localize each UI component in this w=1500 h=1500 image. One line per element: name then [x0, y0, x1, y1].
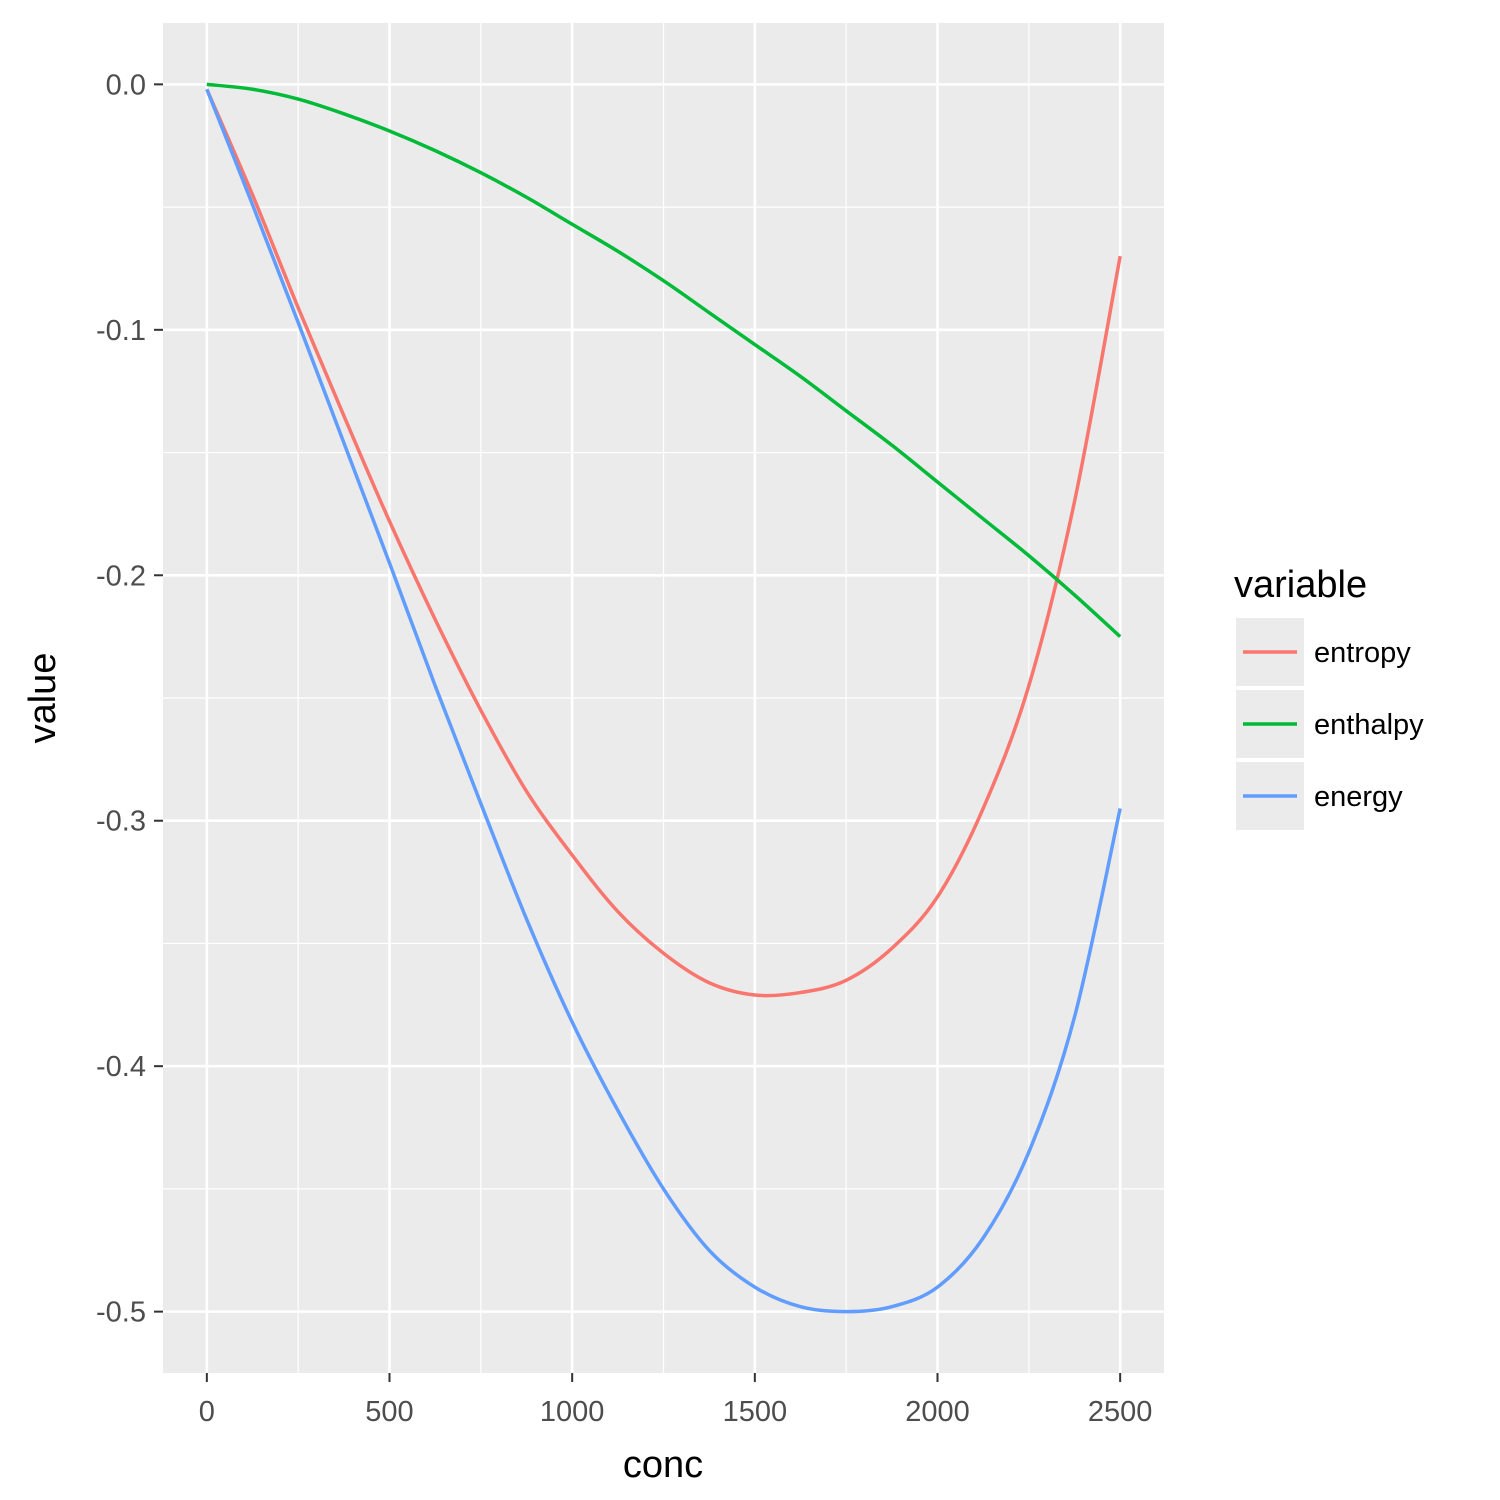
series-line-energy: [205, 88, 1122, 1314]
legend-label-enthalpy: enthalpy: [1314, 709, 1424, 741]
x-tick-label: 500: [365, 1396, 413, 1428]
y-tick-label: -0.4: [96, 1051, 146, 1083]
legend: variable entropy enthalpy energy: [1234, 564, 1424, 830]
y-tick-label: -0.2: [96, 560, 146, 592]
x-tick-label: 1000: [540, 1396, 605, 1428]
x-tick-label: 0: [199, 1396, 215, 1428]
series-line-enthalpy: [206, 82, 1122, 638]
x-axis-title: conc: [623, 1444, 703, 1486]
legend-label-energy: energy: [1314, 781, 1403, 813]
y-axis: 0.0 -0.1 -0.2 -0.3 -0.4 -0.5: [96, 69, 163, 1329]
y-axis-title: value: [22, 653, 64, 744]
x-axis: 0 500 1000 1500 2000 2500: [199, 1373, 1153, 1428]
legend-label-entropy: entropy: [1314, 637, 1411, 669]
x-tick-label: 1500: [723, 1396, 788, 1428]
x-tick-label: 2500: [1088, 1396, 1153, 1428]
legend-title: variable: [1234, 564, 1367, 606]
y-tick-label: -0.1: [96, 315, 146, 347]
legend-item-energy: energy: [1236, 762, 1403, 830]
y-tick-label: 0.0: [106, 69, 146, 101]
legend-item-enthalpy: enthalpy: [1236, 690, 1424, 758]
series-layer: [205, 82, 1122, 1314]
y-tick-label: -0.3: [96, 806, 146, 838]
legend-item-entropy: entropy: [1236, 618, 1411, 686]
series-line-entropy: [205, 88, 1122, 998]
x-tick-label: 2000: [905, 1396, 970, 1428]
y-tick-label: -0.5: [96, 1297, 146, 1329]
grid-major: [163, 23, 1164, 1373]
